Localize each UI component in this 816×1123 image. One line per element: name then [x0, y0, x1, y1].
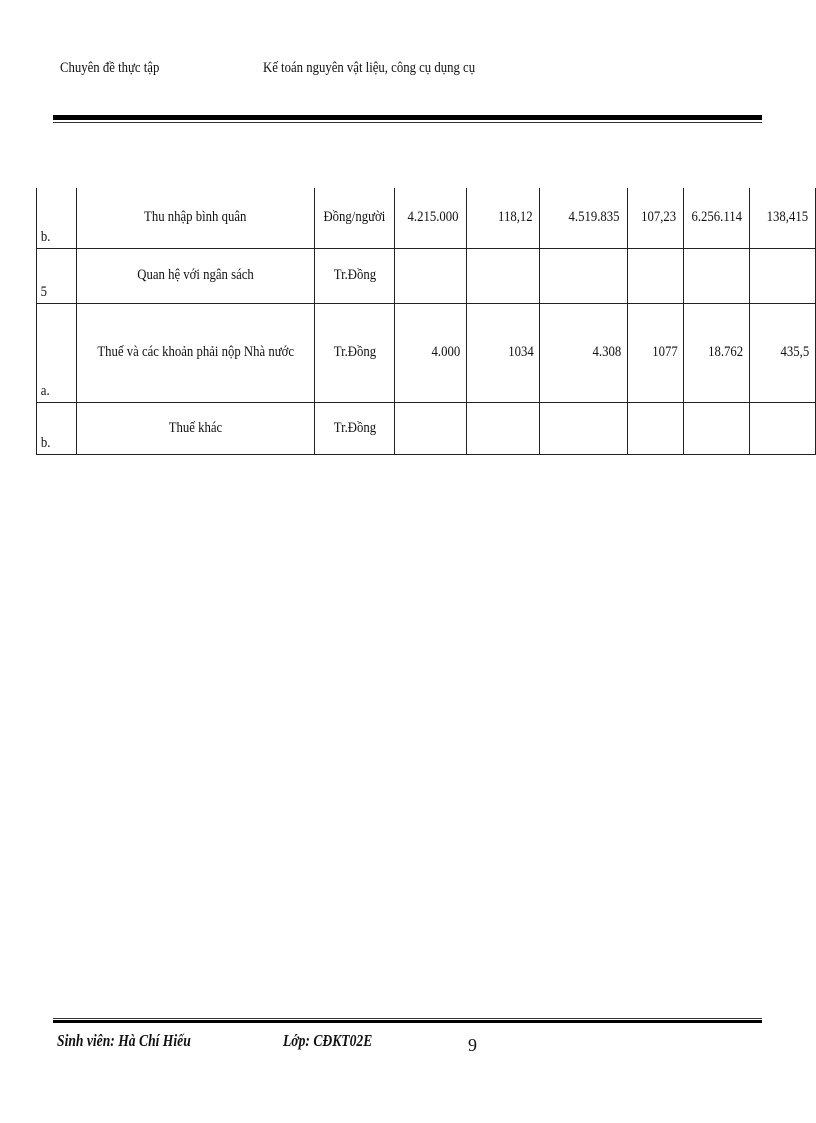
- cell-value-text: 4.519.835: [568, 209, 620, 226]
- cell-value-text: 435,5: [780, 344, 810, 360]
- cell-index-text: b.: [40, 434, 51, 451]
- data-table: b. Thu nhập bình quân Đồng/người 4.215.000 1…: [36, 188, 816, 455]
- cell-value-text: 6.256.114: [691, 209, 742, 226]
- cell-index: b.: [36, 188, 77, 249]
- cell-index: a.: [36, 302, 77, 403]
- cell-value: 118,12: [465, 188, 540, 249]
- cell-label: Thuế và các khoản phải nộp Nhà nước: [75, 302, 316, 403]
- header-title: Kế toán nguyên vật liệu, công cụ dụng cụ: [263, 60, 476, 76]
- cell-value: 435,5: [749, 302, 816, 403]
- cell-value-text: 118,12: [498, 209, 533, 226]
- cell-index-text: a.: [40, 382, 50, 399]
- cell-index-text: b.: [40, 228, 51, 245]
- cell-value-text: 4.308: [592, 344, 622, 360]
- header-rule-thin: [53, 122, 762, 123]
- cell-value-text: 1034: [508, 344, 534, 360]
- cell-value: [749, 247, 816, 304]
- cell-label-text: Quan hệ với ngân sách: [137, 267, 254, 283]
- cell-unit: Tr.Đồng: [314, 401, 395, 455]
- cell-label: Thu nhập bình quân: [75, 188, 316, 249]
- cell-unit-text: Tr.Đồng: [333, 419, 376, 436]
- cell-value: [626, 247, 684, 304]
- cell-value: [538, 247, 628, 304]
- page-number: 9: [468, 1035, 477, 1055]
- cell-value: [538, 401, 628, 455]
- cell-unit: Tr.Đồng: [314, 302, 395, 403]
- cell-value: [682, 401, 751, 455]
- cell-label-text: Thuế khác: [168, 419, 223, 436]
- header-left-text: Chuyên đề thực tập: [60, 60, 160, 76]
- cell-label-text: Thuế và các khoản phải nộp Nhà nước: [97, 344, 294, 360]
- cell-index: b.: [36, 401, 77, 455]
- header-rule-thick: [53, 115, 762, 120]
- cell-value-text: 4.000: [431, 344, 461, 360]
- cell-value: [393, 401, 467, 455]
- cell-value: [465, 401, 540, 455]
- cell-label-text: Thu nhập bình quân: [144, 209, 247, 226]
- cell-unit: Tr.Đồng: [314, 247, 395, 304]
- cell-value: 4.308: [538, 302, 628, 403]
- cell-value: 107,23: [626, 188, 684, 249]
- cell-unit-text: Tr.Đồng: [333, 267, 376, 283]
- table-row: b. Thuế khác Tr.Đồng: [36, 401, 816, 455]
- table-row: b. Thu nhập bình quân Đồng/người 4.215.000 1…: [36, 188, 816, 249]
- footer-student: Sinh viên: Hà Chí Hiếu: [57, 1031, 191, 1050]
- footer-rule-thin: [53, 1018, 762, 1019]
- cell-value-text: 107,23: [641, 209, 677, 226]
- cell-label: Thuế khác: [75, 401, 316, 455]
- cell-value: [749, 401, 816, 455]
- cell-label: Quan hệ với ngân sách: [75, 247, 316, 304]
- table-row: 5 Quan hệ với ngân sách Tr.Đồng: [36, 247, 816, 304]
- table-row: a. Thuế và các khoản phải nộp Nhà nước Tr.…: [36, 302, 816, 403]
- cell-value: 4.519.835: [538, 188, 628, 249]
- cell-value-text: 18.762: [707, 344, 743, 360]
- footer-rule-thick: [53, 1020, 762, 1023]
- cell-value: 138,415: [749, 188, 816, 249]
- footer-class: Lớp: CĐKT02E: [283, 1031, 373, 1050]
- cell-value: 6.256.114: [682, 188, 751, 249]
- cell-value: [393, 247, 467, 304]
- cell-value-text: 4.215.000: [407, 209, 459, 226]
- cell-index-text: 5: [40, 283, 47, 300]
- cell-value: [465, 247, 540, 304]
- cell-value: [682, 247, 751, 304]
- cell-value: 1034: [465, 302, 540, 403]
- cell-unit: Đồng/người: [314, 188, 395, 249]
- cell-unit-text: Tr.Đồng: [333, 344, 376, 360]
- cell-unit-text: Đồng/người: [323, 209, 386, 226]
- cell-index: 5: [36, 247, 77, 304]
- cell-value: 4.000: [393, 302, 467, 403]
- cell-value: [626, 401, 684, 455]
- cell-value: 1077: [626, 302, 684, 403]
- cell-value-text: 1077: [651, 344, 678, 360]
- cell-value: 18.762: [682, 302, 751, 403]
- cell-value: 4.215.000: [393, 188, 467, 249]
- cell-value-text: 138,415: [766, 209, 809, 226]
